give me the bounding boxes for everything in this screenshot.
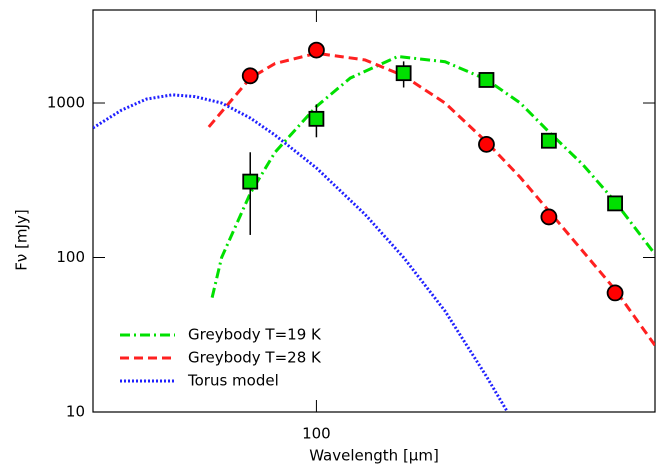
legend-label: Greybody T=28 K bbox=[188, 349, 322, 367]
data-point bbox=[606, 284, 624, 302]
y-axis-label: Fν [mJy] bbox=[13, 209, 31, 270]
model-curve bbox=[210, 54, 655, 298]
model-curve bbox=[207, 51, 655, 347]
y-tick-label: 100 bbox=[56, 248, 85, 266]
plot-frame bbox=[92, 9, 656, 413]
data-point bbox=[241, 67, 259, 85]
legend-label: Torus model bbox=[187, 372, 279, 390]
x-tick-label: 100 bbox=[302, 425, 331, 443]
data-point bbox=[478, 135, 495, 153]
data-point bbox=[478, 72, 495, 88]
x-axis-label: Wavelength [μm] bbox=[309, 447, 439, 465]
data-point bbox=[242, 173, 259, 190]
data-point bbox=[308, 41, 325, 59]
y-tick-label: 1000 bbox=[47, 94, 85, 112]
legend-label: Greybody T=19 K bbox=[188, 326, 322, 344]
model-curve bbox=[93, 93, 509, 412]
data-point bbox=[308, 110, 325, 127]
data-point bbox=[540, 132, 557, 149]
y-tick-label: 10 bbox=[66, 403, 85, 421]
data-point bbox=[395, 65, 412, 82]
data-point bbox=[607, 195, 623, 212]
data-point bbox=[540, 208, 558, 226]
